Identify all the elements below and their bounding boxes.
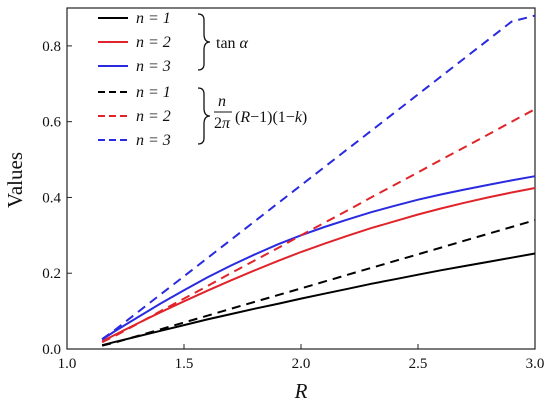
legend-label: n = 3	[136, 132, 171, 149]
series-line-tan-n1	[101, 252, 536, 347]
x-tick-label: 2.5	[409, 356, 428, 372]
series-line-tan-n3	[101, 175, 536, 341]
series-line-formula-n1	[101, 219, 536, 347]
series-line-formula-n2	[101, 108, 536, 344]
y-tick-label: 0.2	[42, 266, 61, 282]
x-tick-label: 3.0	[526, 356, 545, 372]
y-tick-label: 0.6	[42, 115, 61, 131]
legend-label: n = 1	[136, 10, 171, 27]
legend-group-formula-label: n 2π (R−1)(1−k)	[214, 93, 307, 132]
y-tick-label: 0.0	[42, 342, 61, 358]
legend-group-tan-label: tan α	[216, 35, 249, 52]
x-axis-title: R	[294, 379, 308, 403]
legend-label: n = 2	[136, 108, 171, 125]
legend: n = 1 n = 2 n = 3 n = 1 n = 2 n = 3 tan α n 2…	[98, 10, 307, 149]
x-tick-label: 1.0	[58, 356, 77, 372]
y-tick-label: 0.4	[42, 190, 61, 206]
legend-brace-tan	[197, 13, 211, 71]
legend-label: n = 3	[136, 58, 171, 75]
series-layer	[101, 14, 536, 347]
y-tick-label: 0.8	[42, 39, 61, 55]
series-line-formula-n3	[101, 14, 536, 340]
series-line-tan-n2	[101, 187, 536, 343]
x-tick-label: 2.0	[292, 356, 311, 372]
svg-text:2π: 2π	[214, 115, 231, 132]
x-tick-label: 1.5	[175, 356, 194, 372]
y-axis-title: Values	[3, 152, 27, 208]
svg-text:(R−1)(1−k): (R−1)(1−k)	[235, 109, 307, 126]
axis-ticks: 1.0 1.5 2.0 2.5 3.0 0.0 0.2 0.4 0.6 0.8	[42, 39, 544, 372]
legend-brace-formula	[197, 87, 211, 145]
svg-text:n: n	[218, 93, 226, 110]
legend-label: n = 2	[136, 34, 171, 51]
legend-label: n = 1	[136, 84, 171, 101]
